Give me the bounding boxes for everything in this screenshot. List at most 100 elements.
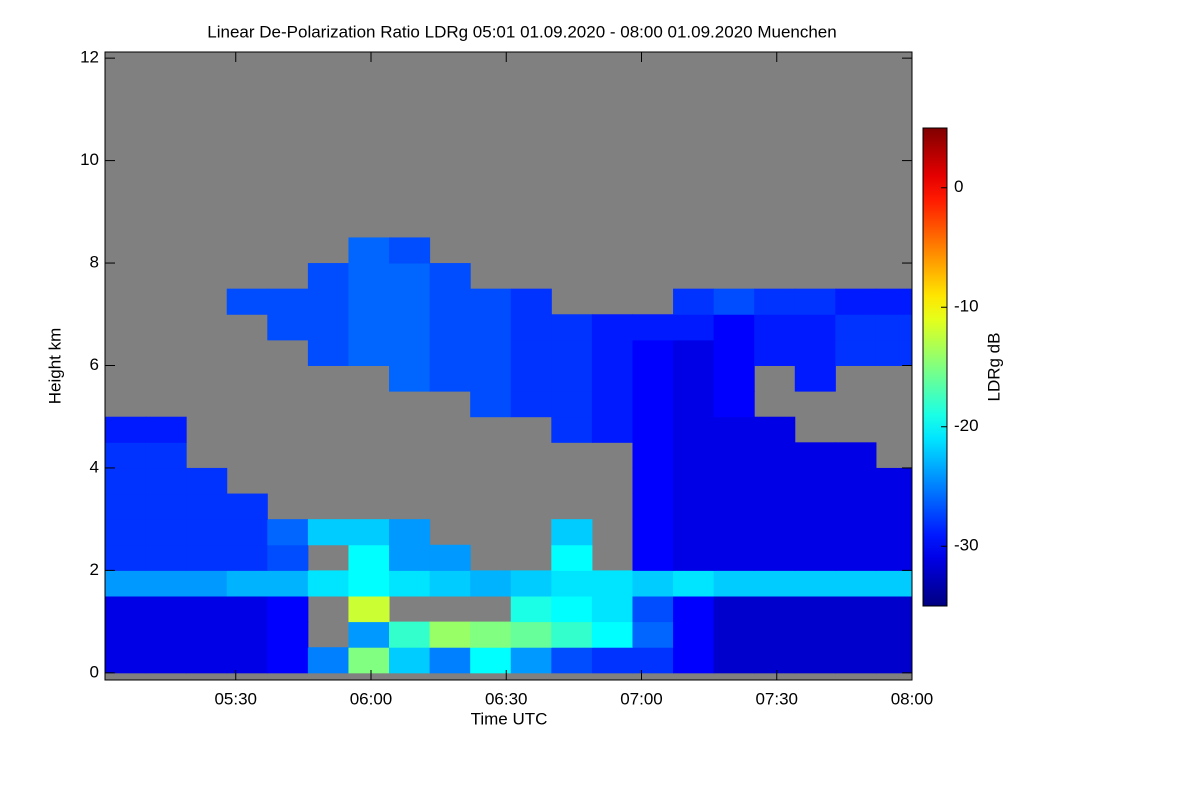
x-axis-label: Time UTC — [471, 709, 548, 728]
heatmap-cell — [389, 288, 431, 315]
heatmap-cell — [673, 391, 715, 418]
heatmap-cell — [551, 544, 593, 571]
heatmap-cell — [186, 493, 228, 520]
heatmap-cell — [551, 570, 593, 597]
heatmap-cell — [754, 339, 796, 366]
heatmap-cell — [510, 595, 552, 623]
heatmap-cell — [632, 621, 674, 648]
heatmap-cell — [145, 570, 187, 597]
x-tick-label: 06:00 — [350, 689, 393, 708]
heatmap-cell — [429, 647, 471, 674]
heatmap-cell — [429, 621, 471, 648]
heatmap-cell — [875, 621, 913, 648]
heatmap-cell — [307, 314, 349, 341]
heatmap-cell — [267, 519, 309, 546]
heatmap-cell — [186, 544, 228, 571]
heatmap-cell — [429, 365, 471, 392]
heatmap-cell — [105, 570, 147, 597]
heatmap-cell — [186, 595, 228, 623]
heatmap-cell — [348, 519, 390, 546]
heatmap-cell — [186, 467, 228, 495]
heatmap-cell — [267, 544, 309, 571]
heatmap-cell — [673, 570, 715, 597]
heatmap-cell — [389, 647, 431, 674]
heatmap-cell — [875, 314, 913, 341]
heatmap-cell — [307, 263, 349, 290]
heatmap-cell — [470, 365, 512, 392]
colorbar — [922, 127, 948, 607]
heatmap-cell — [875, 339, 913, 366]
heatmap-cell — [835, 288, 877, 315]
heatmap-cell — [510, 570, 552, 597]
heatmap-cell — [794, 519, 836, 546]
heatmap-cell — [307, 339, 349, 366]
heatmap-cell — [267, 314, 309, 341]
x-tick-label: 07:30 — [755, 689, 798, 708]
heatmap-cell — [429, 339, 471, 366]
heatmap-cell — [794, 314, 836, 341]
heatmap-cell — [794, 647, 836, 674]
heatmap-cell — [389, 621, 431, 648]
heatmap-cell — [673, 442, 715, 469]
heatmap-cell — [429, 288, 471, 315]
heatmap-cell — [713, 416, 755, 443]
heatmap-cell — [673, 365, 715, 392]
heatmap-cell — [429, 263, 471, 290]
heatmap-cell — [226, 621, 268, 648]
heatmap-cell — [389, 570, 431, 597]
heatmap-cell — [835, 570, 877, 597]
heatmap-cell — [348, 288, 390, 315]
heatmap-cell — [632, 314, 674, 341]
heatmap-cell — [713, 570, 755, 597]
heatmap-cell — [754, 314, 796, 341]
heatmap-cell — [429, 570, 471, 597]
heatmap-cell — [105, 493, 147, 520]
heatmap-cell — [348, 237, 390, 264]
y-tick-label: 12 — [80, 48, 99, 67]
heatmap-cell — [348, 263, 390, 290]
heatmap-cell — [794, 442, 836, 469]
heatmap-cell — [754, 467, 796, 495]
heatmap-cell — [835, 493, 877, 520]
heatmap-cell — [551, 365, 593, 392]
heatmap-cell — [591, 570, 633, 597]
heatmap-cell — [754, 519, 796, 546]
heatmap-cell — [673, 544, 715, 571]
heatmap-cell — [267, 288, 309, 315]
y-axis-label: Height km — [45, 328, 64, 405]
heatmap-cell — [713, 288, 755, 315]
heatmap-cell — [794, 339, 836, 366]
heatmap-cell — [875, 647, 913, 674]
heatmap-cell — [186, 621, 228, 648]
y-tick-label: 6 — [90, 355, 99, 374]
x-tick-label: 06:30 — [485, 689, 528, 708]
heatmap-cell — [470, 647, 512, 674]
heatmap-cell — [713, 467, 755, 495]
heatmap-cell — [470, 621, 512, 648]
heatmap-cell — [389, 339, 431, 366]
heatmap-cell — [754, 493, 796, 520]
heatmap-cell — [105, 442, 147, 469]
heatmap-cell — [632, 339, 674, 366]
heatmap-cell — [348, 570, 390, 597]
heatmap-cell — [510, 621, 552, 648]
heatmap-cell — [713, 365, 755, 392]
heatmap-cell — [754, 647, 796, 674]
heatmap-cell — [632, 544, 674, 571]
heatmap-cell — [713, 647, 755, 674]
heatmap-cell — [267, 647, 309, 674]
heatmap-cell — [186, 570, 228, 597]
y-tick-label: 4 — [90, 457, 99, 476]
heatmap-cell — [794, 467, 836, 495]
heatmap-cell — [551, 595, 593, 623]
heatmap-cell — [673, 493, 715, 520]
heatmap-cell — [794, 544, 836, 571]
heatmap-cell — [673, 595, 715, 623]
heatmap-cell — [470, 339, 512, 366]
heatmap-cell — [389, 519, 431, 546]
heatmap-cell — [389, 365, 431, 392]
heatmap-cell — [145, 416, 187, 443]
heatmap-cell — [591, 391, 633, 418]
heatmap-cell — [186, 647, 228, 674]
heatmap-cell — [632, 391, 674, 418]
